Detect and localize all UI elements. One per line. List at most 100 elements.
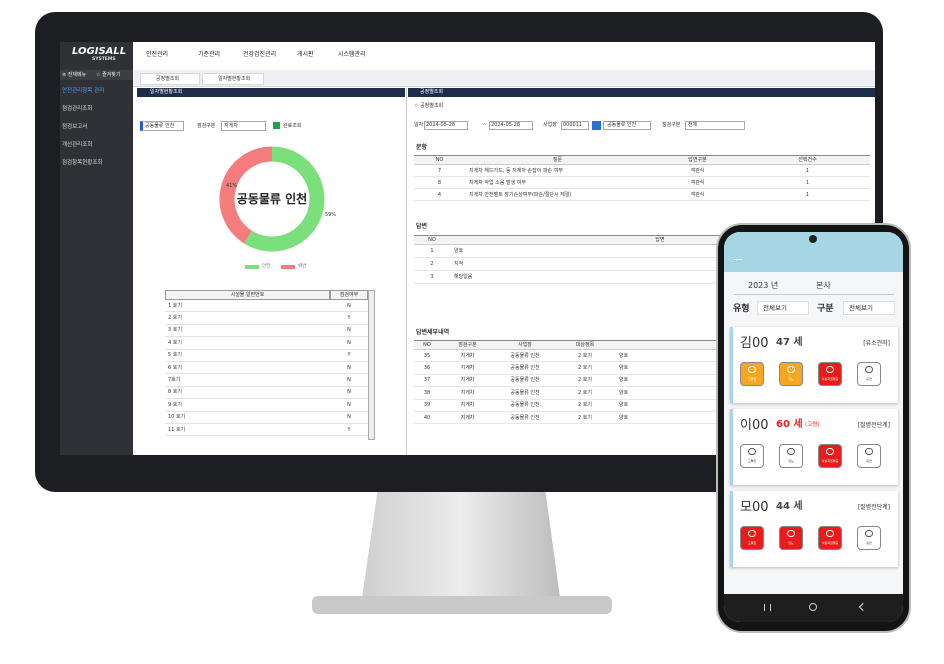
table-cell: 지게차 bbox=[460, 402, 475, 409]
filter-value: 공동물류 인천 bbox=[607, 122, 637, 128]
filter-box bbox=[561, 121, 589, 130]
table-row bbox=[165, 424, 368, 437]
top-menu-item: 안전관리 bbox=[146, 51, 169, 58]
table-row bbox=[165, 312, 368, 325]
table-row bbox=[414, 258, 870, 271]
table-cell: 11 호기 bbox=[168, 426, 186, 433]
filter-value: 000011 bbox=[563, 122, 583, 128]
table-cell: 3 호기 bbox=[168, 327, 182, 334]
table-cell: 7호기 bbox=[168, 376, 181, 383]
logo: LOGISALL bbox=[72, 46, 127, 57]
health-icon-label: 흡연 bbox=[866, 377, 872, 381]
nav-recent bbox=[764, 604, 771, 611]
table-header: NO bbox=[428, 236, 436, 243]
table-header: 답변 bbox=[655, 236, 665, 243]
table-header-cell bbox=[745, 155, 870, 165]
scrollbar bbox=[368, 290, 375, 440]
health-icon-glyph bbox=[826, 366, 834, 373]
table-row bbox=[414, 400, 870, 412]
table-cell: 양호 bbox=[619, 414, 629, 421]
panel-title: 일자별현황조회 bbox=[150, 88, 183, 95]
table-cell: 양호 bbox=[619, 402, 629, 409]
table-cell: 38 bbox=[423, 389, 431, 396]
health-icon-label: 흡연 bbox=[866, 459, 872, 463]
table-cell: 지게차 bbox=[460, 352, 475, 359]
filter-label: 사업장 bbox=[543, 122, 557, 128]
table-cell: 35 bbox=[423, 352, 431, 359]
health-icon-glyph bbox=[748, 366, 756, 373]
health-icon-glyph bbox=[748, 530, 756, 537]
health-icon bbox=[818, 526, 842, 550]
table-row bbox=[414, 177, 870, 189]
panel-divider bbox=[406, 88, 407, 455]
search-button bbox=[592, 121, 601, 130]
health-icon-glyph bbox=[787, 366, 795, 373]
breadcrumb: ☆ 공정별조회 bbox=[414, 103, 444, 109]
site-name: 공동물류 인천 bbox=[145, 122, 175, 129]
side-menu-item: 안전관리항목 관리 bbox=[62, 88, 105, 94]
table-cell: 공동물류 인천 bbox=[510, 414, 540, 421]
health-icon-glyph bbox=[826, 448, 834, 455]
tab-strip bbox=[133, 70, 875, 87]
table-header-cell bbox=[414, 155, 465, 165]
table-cell: 공동물류 인천 bbox=[510, 389, 540, 396]
table-cell: 2 bbox=[430, 260, 434, 267]
table-cell: Y bbox=[347, 314, 351, 321]
table-cell: 양호 bbox=[454, 247, 464, 254]
health-icon-label: 고혈압 bbox=[747, 459, 757, 463]
side-tab-strip bbox=[60, 70, 133, 80]
table-cell: 객관식 bbox=[690, 179, 705, 186]
legend-label: 안전 bbox=[262, 264, 271, 269]
table-cell: 9 호기 bbox=[168, 401, 182, 408]
table-cell: 공동물류 인천 bbox=[510, 352, 540, 359]
table-cell: 2 호기 bbox=[168, 314, 182, 321]
table-cell: 양호 bbox=[619, 377, 629, 384]
table-row bbox=[165, 412, 368, 424]
filter-select bbox=[221, 121, 266, 131]
person-tag: [질병전단계] bbox=[857, 504, 890, 511]
donut-value-label: 59% bbox=[325, 212, 337, 218]
filter-box bbox=[489, 121, 533, 130]
table-row bbox=[414, 375, 870, 388]
health-icon-glyph bbox=[748, 448, 756, 455]
table-cell: 지게차 bbox=[460, 377, 475, 384]
filter-select bbox=[843, 301, 895, 315]
checkbox bbox=[273, 122, 280, 129]
table-row bbox=[165, 350, 368, 362]
table-row bbox=[414, 387, 870, 400]
table-cell: 7 bbox=[437, 167, 442, 174]
table-cell: Y bbox=[347, 426, 351, 433]
legend-label: 위반 bbox=[298, 264, 307, 269]
table-cell: 2 호기 bbox=[578, 389, 592, 396]
table-row bbox=[414, 271, 870, 284]
donut-segment bbox=[243, 146, 325, 252]
donut-segment bbox=[219, 146, 273, 244]
health-icon-glyph bbox=[865, 530, 873, 537]
side-menu-item: 개선관리조회 bbox=[62, 142, 93, 148]
table-cell: 37 bbox=[423, 377, 431, 384]
filter-sep: ~ bbox=[483, 122, 488, 128]
table-row bbox=[165, 362, 368, 375]
table-cell: 지적 bbox=[454, 260, 464, 267]
table-header: 점검여부 bbox=[339, 291, 359, 298]
table-row bbox=[414, 412, 870, 425]
person-name: 이00 bbox=[740, 418, 769, 433]
table-cell: 2 호기 bbox=[578, 414, 592, 421]
table-cell: 2 호기 bbox=[578, 364, 592, 371]
table-row bbox=[414, 362, 870, 375]
table-header: NO bbox=[435, 156, 444, 163]
table-header: 선택건수 bbox=[798, 156, 817, 163]
table-cell: 1 bbox=[805, 191, 810, 198]
side-tab: ≡ 전체메뉴 bbox=[62, 71, 87, 78]
health-icon-label: 이상지질혈증 bbox=[821, 459, 839, 463]
table-cell: 6 호기 bbox=[168, 364, 182, 371]
checkbox-label: 완료조회 bbox=[283, 122, 302, 129]
filter-value: 2024-05-28 bbox=[491, 122, 521, 128]
phone-screen: 2023 년 본사 유형 전체보기 구분 전체보기 김00 47 세 [유소견자] 고혈압 당뇨 이상… bbox=[724, 232, 903, 622]
table-cell: 5 호기 bbox=[168, 352, 182, 359]
health-icon-glyph bbox=[787, 448, 795, 455]
side-menu-item: 점검항목현황조회 bbox=[62, 160, 103, 166]
table-row bbox=[414, 165, 870, 177]
health-icon-label: 당뇨 bbox=[788, 459, 794, 463]
